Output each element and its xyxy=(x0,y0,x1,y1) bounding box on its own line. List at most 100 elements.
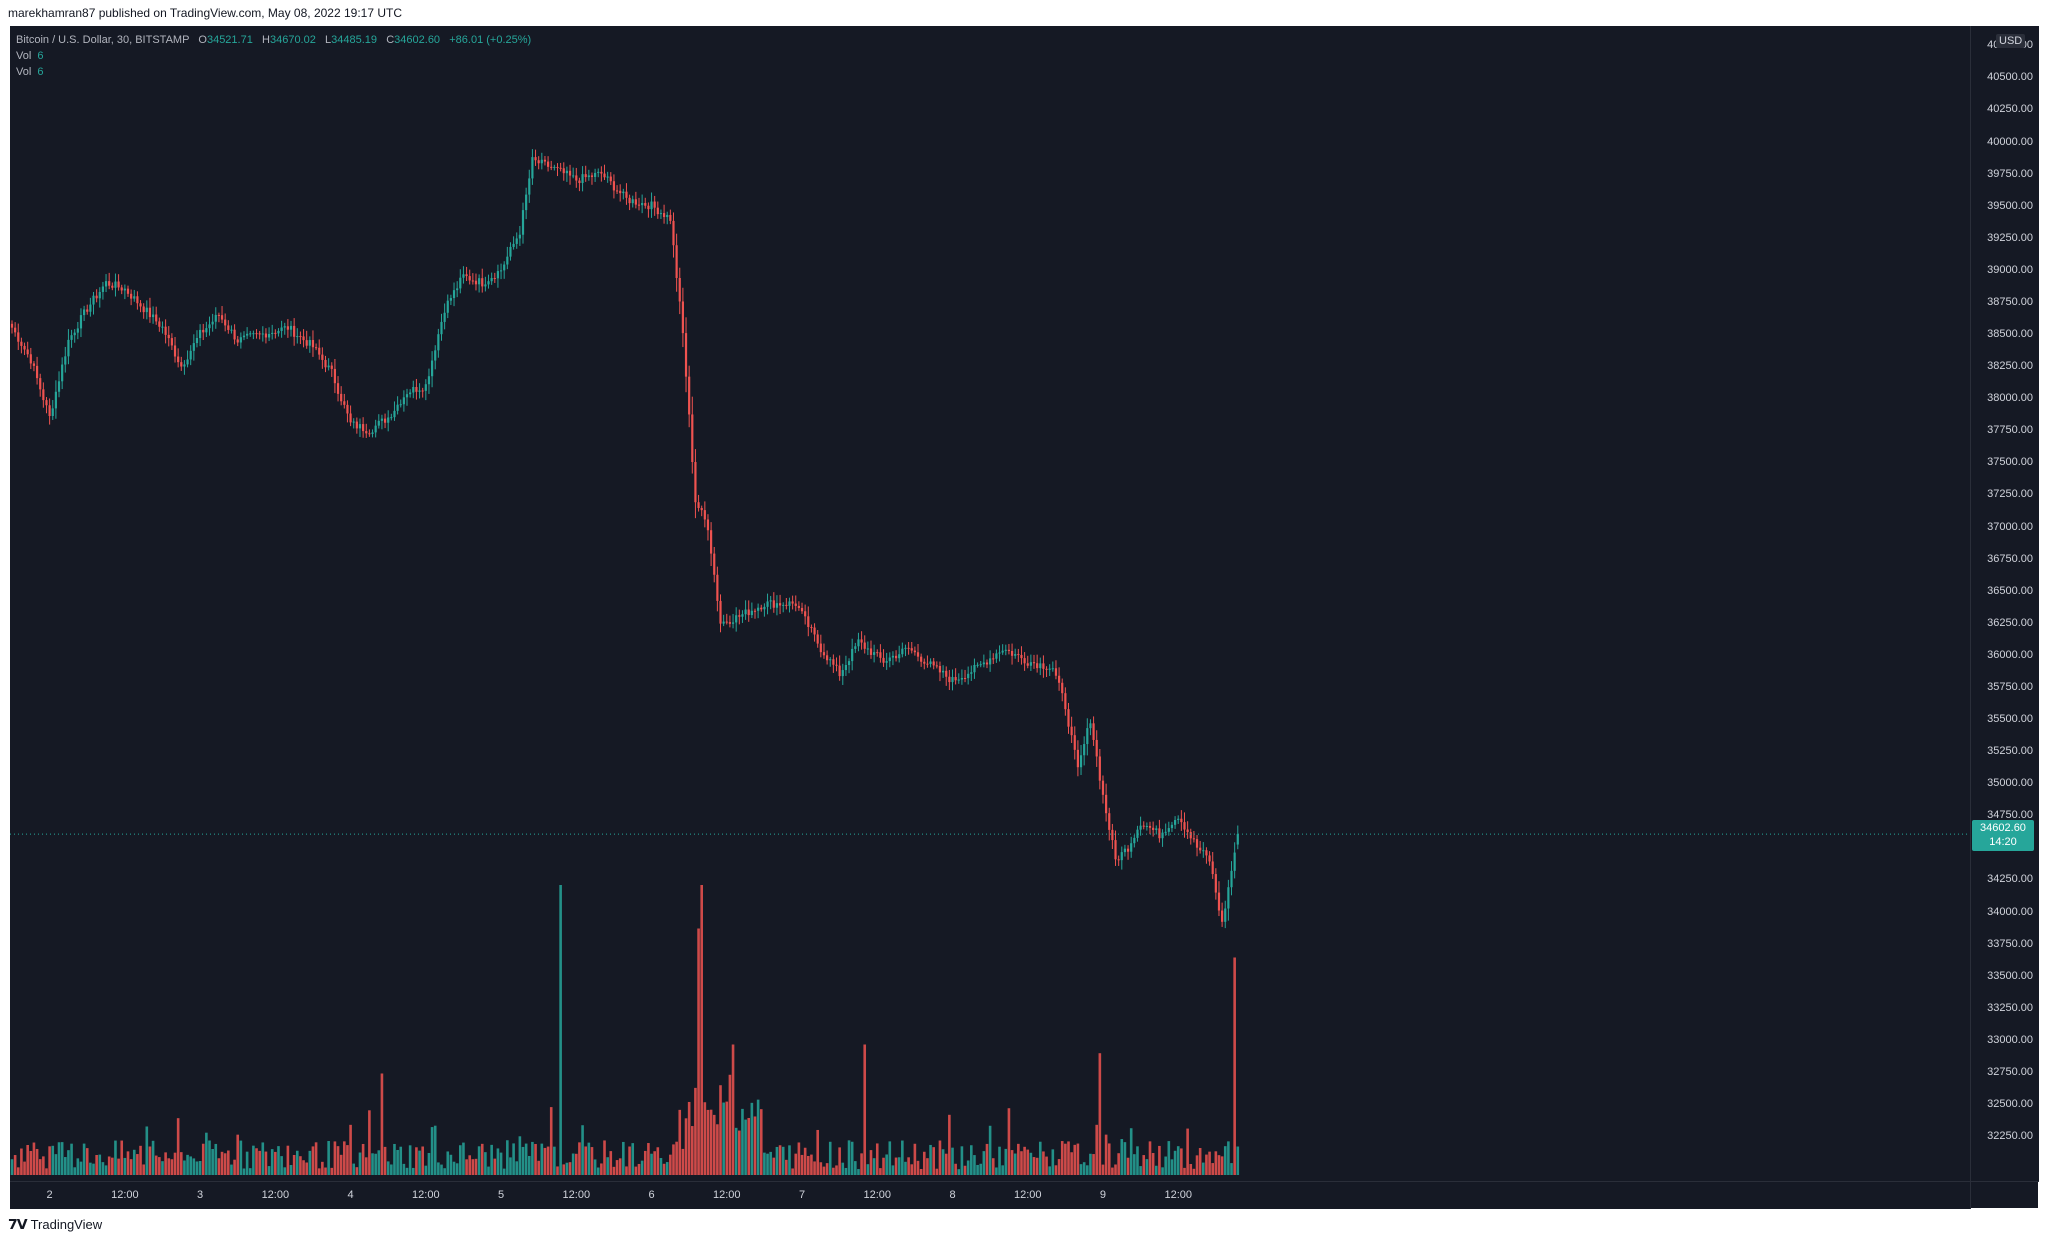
volume-bar xyxy=(321,1161,324,1175)
price-tick-label: 36250.00 xyxy=(1987,616,2033,629)
volume-bar xyxy=(158,1157,161,1175)
candle-body xyxy=(1083,744,1086,756)
candle-body xyxy=(412,387,415,393)
volume-bar xyxy=(424,1165,428,1175)
volume-bar xyxy=(89,1162,92,1175)
volume-bar xyxy=(252,1145,255,1175)
price-chart[interactable] xyxy=(10,26,1970,1181)
chart-container[interactable]: Bitcoin / U.S. Dollar, 30, BITSTAMP O345… xyxy=(10,26,2039,1209)
candle-body xyxy=(722,621,725,624)
candle-body xyxy=(992,658,995,660)
volume-bar xyxy=(1192,1168,1196,1175)
candle-body xyxy=(963,677,967,679)
volume-bar xyxy=(712,1114,716,1175)
volume-bar xyxy=(311,1146,315,1175)
candle-body xyxy=(945,670,948,677)
candle-body xyxy=(293,325,296,337)
candle-body xyxy=(851,648,854,662)
volume-bar xyxy=(95,1154,98,1175)
candle-body xyxy=(117,281,120,288)
volume-bar xyxy=(1208,1151,1211,1175)
volume-bar xyxy=(1148,1141,1152,1175)
volume-bar xyxy=(1004,1148,1008,1175)
footer-branding[interactable]: 𝟳𝗩 TradingView xyxy=(8,1216,102,1233)
candle-body xyxy=(575,175,578,181)
candle-body xyxy=(716,574,719,601)
volume-bar xyxy=(534,1144,537,1175)
candle-body xyxy=(462,274,465,278)
candle-body xyxy=(747,609,750,616)
volume-bar xyxy=(885,1154,888,1175)
candle-body xyxy=(735,615,738,623)
price-tick-label: 35000.00 xyxy=(1987,777,2033,790)
candle-body xyxy=(89,304,92,312)
candle-body xyxy=(120,287,123,291)
candle-body xyxy=(546,161,550,167)
price-tick-label: 37250.00 xyxy=(1987,488,2033,501)
main-pane[interactable]: Bitcoin / U.S. Dollar, 30, BITSTAMP O345… xyxy=(10,26,1970,1181)
volume-bar xyxy=(919,1168,923,1175)
volume-bar xyxy=(26,1144,29,1175)
candle-body xyxy=(409,392,412,395)
volume-bar xyxy=(274,1151,277,1175)
candle-body xyxy=(634,199,637,205)
volume-bar xyxy=(1067,1141,1070,1175)
volume-bar xyxy=(101,1162,105,1175)
volume-bar xyxy=(1158,1145,1161,1175)
time-axis[interactable]: 2 12:00 3 12:00 4 12:00 5 12:00 6 12:00 7 12:00 8 12:… xyxy=(10,1181,1970,1209)
price-axis[interactable]: 32250.00 32500.00 32750.00 33000.00 33250.00… xyxy=(1970,26,2039,1181)
candle-body xyxy=(227,325,230,330)
candle-body xyxy=(355,421,358,429)
volume-bar xyxy=(126,1151,130,1175)
volume-bar xyxy=(753,1116,757,1175)
candle-body xyxy=(111,285,114,288)
candle-body xyxy=(1130,843,1133,852)
volume-bar xyxy=(267,1166,271,1175)
candle-body xyxy=(885,661,888,663)
volume-bar xyxy=(339,1154,343,1175)
candle-body xyxy=(449,298,452,301)
volume-bar xyxy=(669,1154,672,1175)
candle-body xyxy=(54,391,57,409)
candle-body xyxy=(791,601,794,604)
legend-high-value: 34670.02 xyxy=(269,34,316,46)
candle-body xyxy=(1189,832,1192,839)
candle-body xyxy=(271,332,274,334)
candle-body xyxy=(641,203,644,206)
volume-bar xyxy=(283,1167,287,1175)
candle-body xyxy=(694,462,697,503)
candle-body xyxy=(14,327,17,333)
volume-bar xyxy=(280,1156,283,1175)
candle-body xyxy=(1186,829,1189,833)
volume-bar xyxy=(104,1165,108,1175)
volume-bar xyxy=(587,1142,591,1175)
legend-symbol[interactable]: Bitcoin / U.S. Dollar, 30, BITSTAMP xyxy=(16,34,190,46)
volume-bar xyxy=(690,1126,694,1175)
candle-body xyxy=(280,327,283,331)
candle-body xyxy=(274,332,277,334)
candle-body xyxy=(108,281,111,286)
candle-body xyxy=(173,345,177,357)
volume-bar xyxy=(841,1162,845,1175)
volume-bar xyxy=(747,1117,751,1175)
axis-corner xyxy=(1970,1181,2039,1209)
volume-bar xyxy=(292,1155,296,1175)
candle-body xyxy=(1214,874,1217,893)
volume-bar xyxy=(123,1157,127,1175)
legend-volume-row-1[interactable]: Vol 6 xyxy=(16,48,531,64)
candle-body xyxy=(86,309,89,312)
candle-body xyxy=(434,350,437,361)
candle-body xyxy=(1064,693,1067,710)
volume-bar xyxy=(67,1150,70,1175)
candle-body xyxy=(330,365,333,369)
candle-body xyxy=(1101,780,1105,795)
volume-bar xyxy=(415,1147,418,1175)
time-tick-label: 12:00 xyxy=(412,1189,440,1201)
candle-body xyxy=(340,393,343,402)
legend-volume-row-2[interactable]: Vol 6 xyxy=(16,64,531,80)
price-tick-label: 35250.00 xyxy=(1987,745,2033,758)
volume-bar xyxy=(778,1145,782,1175)
candle-body xyxy=(230,329,233,331)
currency-button[interactable]: USD xyxy=(1996,34,2026,48)
candle-body xyxy=(766,601,769,607)
